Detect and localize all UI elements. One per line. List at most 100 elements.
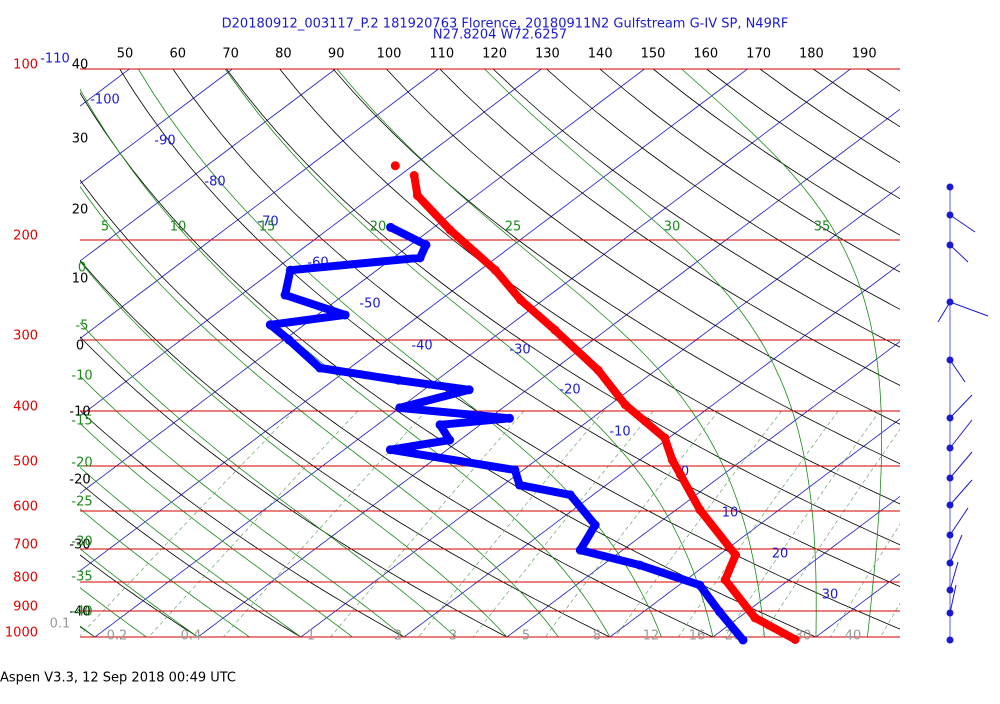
mixing-ratio-label: 40 xyxy=(845,629,862,644)
barb xyxy=(950,360,965,382)
mixing-ratio-line xyxy=(68,411,294,649)
mixing-ratio-line xyxy=(754,411,913,649)
dry-adiabat xyxy=(120,69,949,649)
pressure-label: 600 xyxy=(13,500,38,515)
mixing-ratio-label: 5 xyxy=(522,629,530,644)
moist-adiabat xyxy=(0,69,112,649)
pressure-label: 400 xyxy=(13,399,38,414)
dry-adiabat xyxy=(920,69,1000,649)
pressure-label: 500 xyxy=(13,455,38,470)
dry-adiabat-label: 100 xyxy=(377,47,402,62)
isotherm-label: -50 xyxy=(359,297,380,312)
background-lines xyxy=(0,69,1000,649)
mixing-ratio-label: 8 xyxy=(593,629,601,644)
wind-barbs xyxy=(938,184,988,643)
profile-point xyxy=(395,403,404,412)
dry-adiabat-label: 40 xyxy=(72,58,89,73)
barb xyxy=(950,535,962,563)
mixing-ratio-label: 16 xyxy=(689,629,706,644)
pressure-label: 700 xyxy=(13,538,38,553)
moist-adiabat-label: -25 xyxy=(71,495,92,510)
isotherm-label: -80 xyxy=(204,175,225,190)
dry-adiabat-label: 140 xyxy=(588,47,613,62)
pressure-label: 900 xyxy=(13,600,38,615)
mixing-ratio-label: 2 xyxy=(394,629,402,644)
isotherm-label: -90 xyxy=(154,134,175,149)
profile-point xyxy=(621,400,630,409)
profile-point xyxy=(505,414,514,423)
profile-point xyxy=(660,433,669,442)
pressure-label: 200 xyxy=(13,228,38,243)
pressure-label: 800 xyxy=(13,570,38,585)
isotherm-label: -10 xyxy=(609,425,630,440)
profile-point xyxy=(413,191,422,200)
mixing-ratio-label: 3 xyxy=(449,629,457,644)
profile-point xyxy=(715,607,724,616)
dry-adiabat-label: 190 xyxy=(852,47,877,62)
profile-point xyxy=(591,521,600,530)
footer: Aspen V3.3, 12 Sep 2018 00:49 UTC xyxy=(0,671,236,686)
profile-point xyxy=(731,550,740,559)
profile-point xyxy=(750,613,759,622)
barb xyxy=(950,215,975,232)
dry-adiabat-label: 30 xyxy=(72,132,89,147)
moist-adiabat-label: -35 xyxy=(71,570,92,585)
moist-adiabat-label: 10 xyxy=(170,220,187,235)
isotherm xyxy=(0,69,335,649)
moist-adiabat-label: 35 xyxy=(814,220,831,235)
dry-adiabat xyxy=(760,69,1000,649)
pressure-label: 1000 xyxy=(5,626,38,641)
moist-adiabat-label: 30 xyxy=(664,220,681,235)
mixing-ratio-label: 1 xyxy=(307,629,315,644)
dry-adiabat xyxy=(867,69,1000,649)
moist-adiabat xyxy=(69,69,616,649)
dry-adiabat-label: 130 xyxy=(535,47,560,62)
mixing-ratio-label: 0.1 xyxy=(50,617,71,632)
dry-adiabat-label: 80 xyxy=(275,47,292,62)
barb xyxy=(950,302,988,316)
dry-adiabat xyxy=(66,69,844,649)
profile-point xyxy=(695,581,704,590)
profile-point xyxy=(515,481,524,490)
moist-adiabat-label: 25 xyxy=(505,220,522,235)
isotherm xyxy=(182,69,954,649)
profile-point xyxy=(286,266,295,275)
dry-adiabat-label: 120 xyxy=(482,47,507,62)
moist-adiabat xyxy=(0,69,163,649)
dry-adiabat-label: 0 xyxy=(76,339,84,354)
profile-point xyxy=(491,266,500,275)
barb xyxy=(950,508,968,535)
profile-point xyxy=(566,490,575,499)
isotherm-label: 10 xyxy=(722,506,739,521)
profile-point xyxy=(315,363,324,372)
profile-point xyxy=(695,505,704,514)
profile-point xyxy=(594,366,603,375)
dry-adiabat xyxy=(0,69,217,649)
isotherm xyxy=(388,69,1000,649)
moist-adiabat xyxy=(485,69,817,649)
dry-adiabat xyxy=(333,69,1000,649)
mixing-ratio-line xyxy=(874,411,1000,649)
profile-point xyxy=(791,635,800,644)
isotherm-label: 20 xyxy=(772,547,789,562)
mixing-ratio-label: 0.2 xyxy=(107,629,128,644)
barb-dot xyxy=(947,184,953,190)
dry-adiabat xyxy=(813,69,1000,649)
profile-point xyxy=(445,436,454,445)
profile-point xyxy=(386,445,395,454)
profile-point xyxy=(436,420,445,429)
dry-adiabat xyxy=(493,69,1000,649)
profile-point xyxy=(416,253,425,262)
profile-point xyxy=(739,635,748,644)
profile-point xyxy=(421,240,430,249)
subtitle: N27.8204 W72.6257 xyxy=(433,28,567,43)
moist-adiabat-label: 15 xyxy=(259,220,276,235)
barb xyxy=(950,420,972,448)
isotherm-label: -40 xyxy=(411,339,432,354)
dry-adiabat-label: 20 xyxy=(72,203,89,218)
profile-point xyxy=(391,161,400,170)
moist-adiabat-label: 20 xyxy=(370,220,387,235)
mixing-ratio-label: 0.4 xyxy=(181,629,202,644)
profile-point xyxy=(285,336,294,345)
